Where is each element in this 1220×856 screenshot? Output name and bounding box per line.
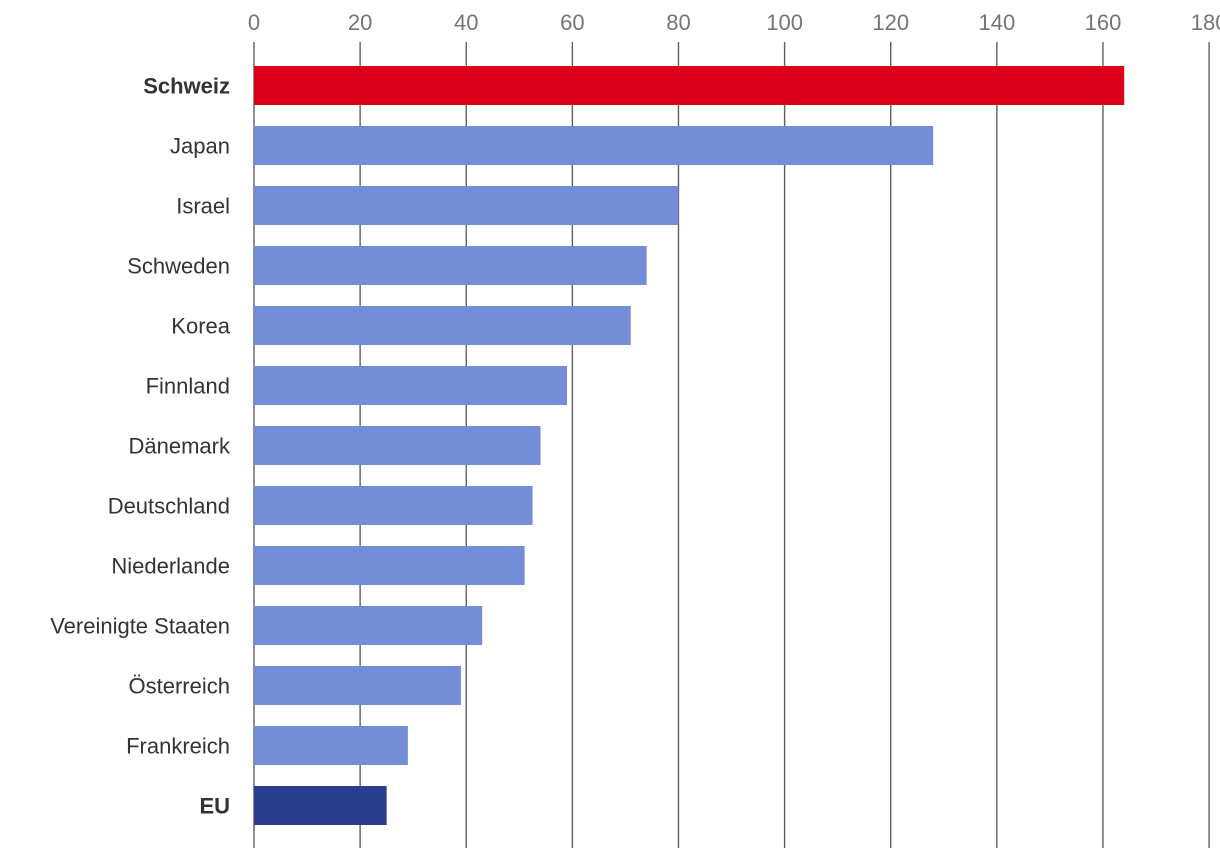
bar-österreich bbox=[254, 666, 461, 705]
category-label: Österreich bbox=[129, 674, 230, 699]
category-label: Niederlande bbox=[111, 554, 230, 579]
x-tick-label: 20 bbox=[348, 10, 372, 35]
category-label: Schweden bbox=[127, 254, 230, 279]
category-label: Frankreich bbox=[126, 734, 230, 759]
category-label: Japan bbox=[170, 134, 230, 159]
category-label: Dänemark bbox=[129, 434, 231, 459]
x-tick-label: 160 bbox=[1085, 10, 1122, 35]
bar-niederlande bbox=[254, 546, 525, 585]
bar-finnland bbox=[254, 366, 568, 405]
bar-japan bbox=[254, 126, 934, 165]
x-tick-label: 0 bbox=[248, 10, 260, 35]
category-labels: Schweiz Japan Israel Schweden Korea Finnland D… bbox=[50, 74, 231, 819]
bar-schweiz bbox=[254, 66, 1125, 105]
bar-korea bbox=[254, 306, 631, 345]
category-label: Schweiz bbox=[143, 74, 230, 99]
bar-deutschland bbox=[254, 486, 533, 525]
category-label: Israel bbox=[176, 194, 230, 219]
bar-frankreich bbox=[254, 726, 408, 765]
x-tick-label: 180 bbox=[1191, 10, 1220, 35]
bars bbox=[254, 66, 1125, 825]
x-tick-label: 60 bbox=[560, 10, 584, 35]
x-axis-ticks: 0 20 40 60 80 100 120 140 160 180 bbox=[248, 10, 1220, 35]
category-label: EU bbox=[199, 794, 230, 819]
bar-schweden bbox=[254, 246, 647, 285]
x-tick-label: 80 bbox=[666, 10, 690, 35]
x-tick-label: 140 bbox=[978, 10, 1015, 35]
gridlines bbox=[253, 42, 1210, 848]
bar-eu bbox=[254, 786, 387, 825]
x-tick-label: 100 bbox=[766, 10, 803, 35]
x-tick-label: 120 bbox=[872, 10, 909, 35]
x-tick-label: 40 bbox=[454, 10, 478, 35]
bar-dänemark bbox=[254, 426, 541, 465]
bar-israel bbox=[254, 186, 679, 225]
category-label: Korea bbox=[171, 314, 230, 339]
bar-vereinigte-staaten bbox=[254, 606, 483, 645]
category-label: Finnland bbox=[146, 374, 230, 399]
category-label: Deutschland bbox=[108, 494, 230, 519]
category-label: Vereinigte Staaten bbox=[50, 614, 230, 639]
